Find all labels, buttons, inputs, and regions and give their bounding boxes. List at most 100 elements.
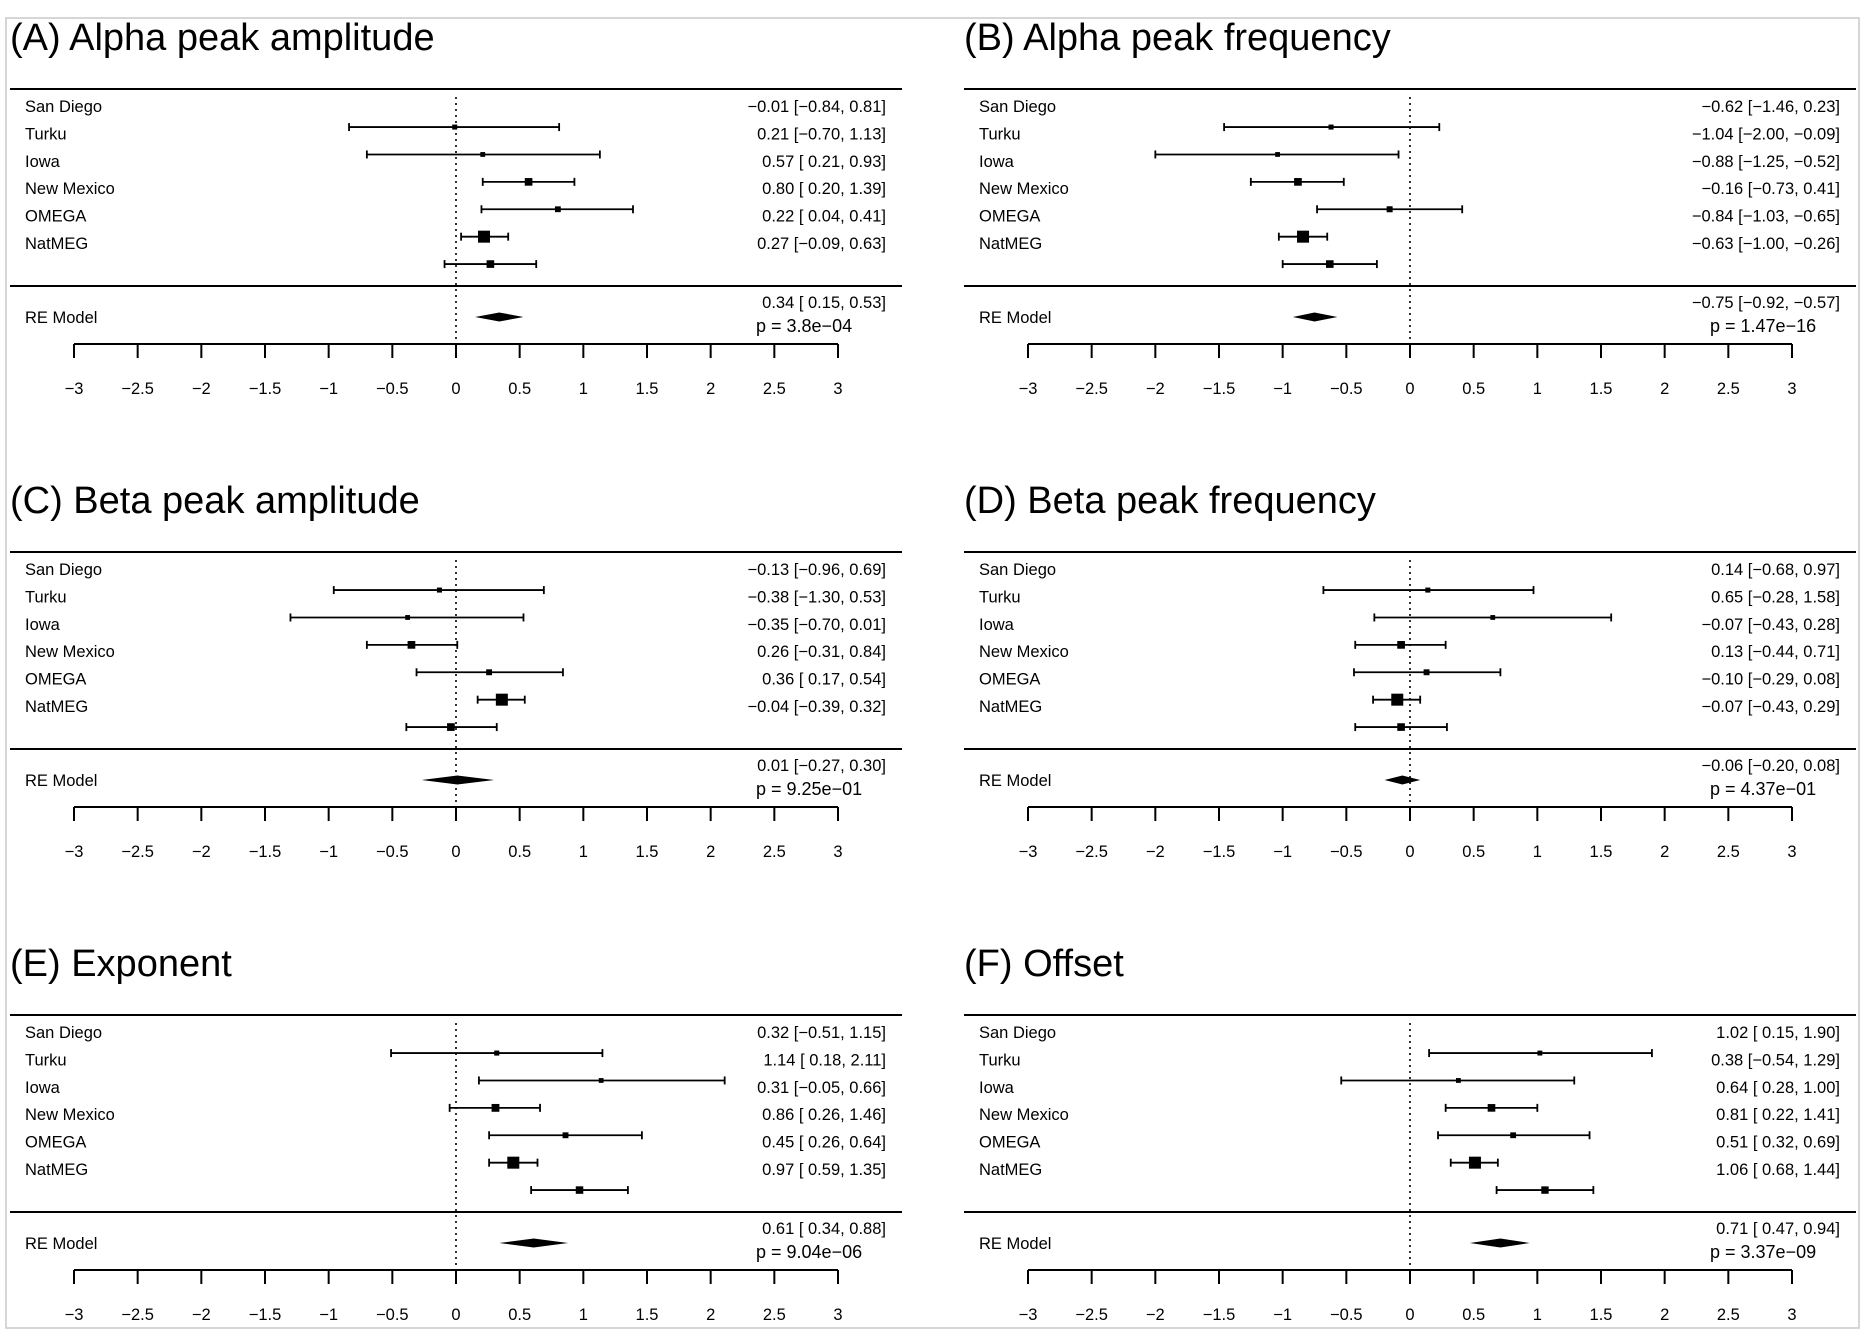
x-tick-label: −0.5: [1330, 843, 1363, 861]
study-estimate: [476, 693, 526, 706]
x-tick-label: 0.5: [508, 843, 531, 861]
study-estimate: [1353, 668, 1502, 677]
x-tick-label: 3: [1787, 843, 1796, 861]
x-tick-label: 3: [1787, 1306, 1796, 1324]
re-model-ci-label: 0.71 [ 0.47, 0.94]: [1716, 1220, 1840, 1238]
x-tick-label: 3: [1787, 380, 1796, 398]
study-estimate: [1249, 177, 1345, 186]
study-ci-label: 0.51 [ 0.32, 0.69]: [1716, 1134, 1840, 1152]
point-estimate-square: [1541, 1186, 1549, 1194]
x-tick-label: 1: [1533, 1306, 1542, 1324]
re-model-label: RE Model: [979, 309, 1051, 327]
x-tick-label: −2: [1146, 843, 1165, 861]
study-label: NatMEG: [979, 698, 1042, 716]
study-estimate: [1372, 693, 1422, 706]
re-model-ci-label: 0.34 [ 0.15, 0.53]: [762, 294, 886, 312]
study-label: San Diego: [979, 561, 1056, 579]
x-tick-label: 0: [1405, 380, 1414, 398]
study-estimate: [443, 260, 538, 269]
study-estimate: [530, 1186, 629, 1195]
re-model-diamond: [475, 312, 524, 322]
study-ci-label: −0.10 [−0.29, 0.08]: [1701, 671, 1840, 689]
x-tick-label: −0.5: [1330, 380, 1363, 398]
x-tick-label: −1.5: [249, 380, 282, 398]
study-label: New Mexico: [979, 643, 1069, 661]
point-estimate-square: [1425, 587, 1431, 593]
point-estimate-square: [1328, 124, 1334, 130]
study-estimate: [415, 668, 564, 677]
panel-d: (D) Beta peak frequency San Diego 0.14 [−0…: [964, 480, 1856, 861]
re-model-ci-label: 0.01 [−0.27, 0.30]: [757, 757, 886, 775]
x-tick-label: −3: [1019, 1306, 1038, 1324]
re-model-p-value: p = 4.37e−01: [1710, 779, 1816, 799]
study-label: Turku: [25, 588, 67, 606]
study-estimate: [1322, 586, 1535, 595]
study-estimate: [480, 205, 634, 214]
point-estimate-square: [1391, 693, 1404, 706]
study-estimate: [448, 1103, 541, 1112]
point-estimate-square: [486, 260, 495, 268]
study-label: Iowa: [979, 1079, 1015, 1097]
study-ci-label: 0.21 [−0.70, 1.13]: [757, 125, 886, 143]
point-estimate-square: [447, 723, 455, 731]
x-tick-label: 0.5: [508, 1306, 531, 1324]
x-tick-label: 0: [1405, 843, 1414, 861]
x-tick-label: −2.5: [1075, 843, 1108, 861]
x-tick-label: −0.5: [1330, 1306, 1363, 1324]
x-tick-label: 2.5: [763, 1306, 786, 1324]
study-estimate: [488, 1156, 539, 1169]
study-label: NatMEG: [979, 1161, 1042, 1179]
x-tick-label: 1.5: [1590, 380, 1613, 398]
study-label: NatMEG: [25, 1161, 88, 1179]
study-ci-label: 0.27 [−0.09, 0.63]: [757, 235, 886, 253]
x-tick-label: 2: [706, 843, 715, 861]
study-ci-label: 0.36 [ 0.17, 0.54]: [762, 671, 886, 689]
panel-title: (C) Beta peak amplitude: [10, 480, 420, 522]
study-ci-label: −0.04 [−0.39, 0.32]: [747, 698, 886, 716]
x-tick-label: −1: [319, 843, 338, 861]
x-tick-label: 2.5: [763, 843, 786, 861]
x-tick-label: 2.5: [1717, 843, 1740, 861]
study-label: Turku: [979, 1051, 1021, 1069]
study-ci-label: −0.07 [−0.43, 0.28]: [1701, 616, 1840, 634]
study-estimate: [332, 586, 545, 595]
x-tick-label: −0.5: [376, 380, 409, 398]
point-estimate-square: [491, 1103, 500, 1112]
x-tick-label: −1: [1273, 843, 1292, 861]
x-tick-label: 2.5: [1717, 1306, 1740, 1324]
study-estimate: [1449, 1156, 1499, 1169]
x-tick-label: 3: [833, 380, 842, 398]
x-tick-label: −3: [1019, 843, 1038, 861]
panel-title: (A) Alpha peak amplitude: [10, 17, 435, 59]
study-label: NatMEG: [25, 235, 88, 253]
point-estimate-square: [562, 1132, 569, 1139]
point-estimate-square: [554, 206, 561, 213]
study-estimate: [1223, 123, 1441, 132]
re-model-p-value: p = 3.37e−09: [1710, 1242, 1816, 1262]
study-ci-label: 0.22 [ 0.04, 0.41]: [762, 208, 886, 226]
x-tick-label: −2: [1146, 380, 1165, 398]
re-model-label: RE Model: [979, 1235, 1051, 1253]
x-tick-label: 2: [706, 380, 715, 398]
x-tick-label: −2.5: [121, 380, 154, 398]
x-tick-label: 2: [1660, 843, 1669, 861]
re-model-p-value: p = 3.8e−04: [756, 316, 852, 336]
study-ci-label: −0.63 [−1.00, −0.26]: [1692, 235, 1840, 253]
study-estimate: [1340, 1076, 1576, 1085]
x-tick-label: −1: [319, 380, 338, 398]
point-estimate-square: [436, 587, 442, 593]
point-estimate-square: [486, 669, 493, 676]
point-estimate-square: [1487, 1104, 1496, 1112]
point-estimate-square: [405, 615, 411, 620]
study-label: New Mexico: [25, 180, 115, 198]
re-model-label: RE Model: [979, 772, 1051, 790]
x-tick-label: 1: [579, 380, 588, 398]
study-ci-label: 0.31 [−0.05, 0.66]: [757, 1079, 886, 1097]
study-ci-label: −0.35 [−0.70, 0.01]: [747, 616, 886, 634]
x-tick-label: −1: [319, 1306, 338, 1324]
x-tick-label: −3: [1019, 380, 1038, 398]
point-estimate-square: [1455, 1078, 1461, 1083]
x-tick-label: −1: [1273, 380, 1292, 398]
study-ci-label: 1.06 [ 0.68, 1.44]: [1716, 1161, 1840, 1179]
point-estimate-square: [1537, 1050, 1543, 1056]
